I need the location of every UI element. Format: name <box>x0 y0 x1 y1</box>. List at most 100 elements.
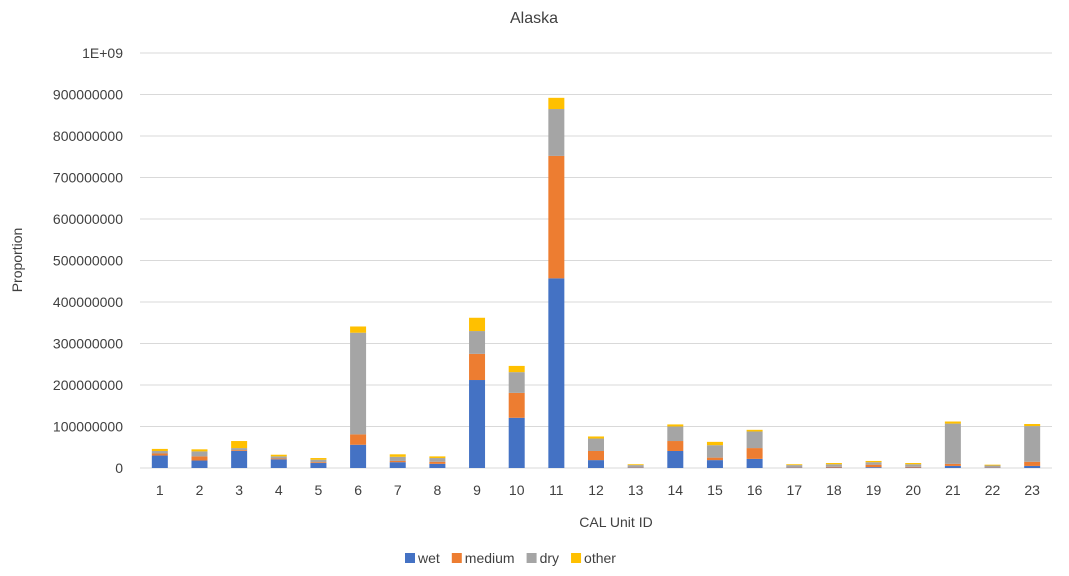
bar-dry-16 <box>746 431 763 449</box>
bar-medium-12 <box>588 450 604 461</box>
bar-other-12 <box>588 436 604 439</box>
bar-medium-20 <box>905 466 922 468</box>
x-tick-label: 19 <box>866 482 882 498</box>
bar-other-22 <box>984 464 1001 466</box>
bar-other-5 <box>310 458 327 460</box>
y-tick-label: 900000000 <box>53 87 123 103</box>
x-tick-label: 4 <box>275 482 283 498</box>
x-axis-ticks: 1 2 3 4 5 6 7 8 9 10 11 12 13 14 15 16 17 18 19 20 21 22 23 <box>156 482 1040 498</box>
bar-medium-18 <box>825 466 842 468</box>
bar-dry-1 <box>151 450 168 454</box>
bar-wet-21 <box>944 465 961 468</box>
bar-wet-14 <box>667 450 684 468</box>
bar-medium-23 <box>1024 461 1041 466</box>
y-tick-label: 700000000 <box>53 170 123 186</box>
bar-wet-4 <box>270 459 287 468</box>
bar-other-4 <box>270 454 287 457</box>
x-tick-label: 8 <box>433 482 441 498</box>
bar-medium-6 <box>350 434 367 445</box>
legend-label-other: other <box>584 550 616 566</box>
bar-dry-23 <box>1024 426 1041 462</box>
legend: wet medium dry other <box>405 550 616 566</box>
y-tick-label: 400000000 <box>53 294 123 310</box>
x-tick-label: 6 <box>354 482 362 498</box>
y-axis-ticks: 0 100000000 200000000 300000000 400000000 500… <box>53 45 123 476</box>
legend-swatch-wet <box>405 553 415 563</box>
bar-dry-9 <box>469 331 486 354</box>
bar-other-7 <box>389 454 406 457</box>
bar-medium-7 <box>389 460 406 463</box>
bar-dry-19 <box>865 462 882 465</box>
bar-wet-5 <box>310 463 327 468</box>
bar-other-6 <box>350 326 367 333</box>
bar-wet-23 <box>1024 465 1041 468</box>
bar-other-1 <box>151 448 168 451</box>
y-axis-label: Proportion <box>9 228 25 293</box>
bar-other-18 <box>825 463 842 465</box>
bar-dry-11 <box>548 109 565 156</box>
y-tick-label: 200000000 <box>53 377 123 393</box>
bar-medium-5 <box>310 462 327 464</box>
bars <box>151 97 1041 468</box>
y-tick-label: 300000000 <box>53 336 123 352</box>
bar-wet-10 <box>508 417 525 468</box>
bar-wet-1 <box>151 455 168 468</box>
bar-wet-9 <box>469 380 486 468</box>
bar-medium-1 <box>151 453 168 456</box>
bar-dry-14 <box>667 426 684 442</box>
bar-dry-4 <box>270 456 287 459</box>
x-tick-label: 15 <box>707 482 723 498</box>
bar-dry-6 <box>350 332 367 435</box>
bar-dry-7 <box>389 456 406 461</box>
bar-other-17 <box>786 464 803 466</box>
bar-other-19 <box>865 460 882 463</box>
y-tick-label: 100000000 <box>53 419 123 435</box>
bar-medium-3 <box>231 450 248 451</box>
bar-other-23 <box>1024 424 1041 427</box>
bar-dry-10 <box>508 372 525 393</box>
bar-medium-9 <box>469 353 486 381</box>
bar-medium-8 <box>429 461 446 464</box>
bar-dry-15 <box>706 445 723 458</box>
y-tick-label: 500000000 <box>53 253 123 269</box>
bar-wet-16 <box>746 458 763 468</box>
bar-other-8 <box>429 456 446 459</box>
bar-dry-12 <box>588 438 604 451</box>
x-tick-label: 11 <box>549 482 564 498</box>
bar-dry-5 <box>310 459 327 463</box>
bar-dry-18 <box>825 464 842 467</box>
bar-medium-2 <box>191 456 208 461</box>
bar-medium-15 <box>706 457 723 461</box>
bar-dry-22 <box>984 465 1001 468</box>
x-tick-label: 1 <box>156 482 164 498</box>
gridlines <box>140 52 1052 469</box>
y-tick-label: 1E+09 <box>82 45 123 61</box>
bar-other-16 <box>746 429 763 432</box>
bar-wet-15 <box>706 460 723 468</box>
x-tick-label: 18 <box>826 482 842 498</box>
x-tick-label: 9 <box>473 482 481 498</box>
legend-swatch-other <box>571 553 582 563</box>
legend-swatch-dry <box>526 553 537 563</box>
bar-other-3 <box>231 441 248 449</box>
y-tick-label: 800000000 <box>53 128 123 144</box>
bar-dry-3 <box>231 448 248 451</box>
x-tick-label: 10 <box>509 482 525 498</box>
bar-other-15 <box>706 441 723 446</box>
x-axis-label: CAL Unit ID <box>579 514 652 530</box>
x-tick-label: 3 <box>235 482 243 498</box>
bar-other-10 <box>508 365 525 373</box>
x-tick-label: 23 <box>1024 482 1040 498</box>
x-tick-label: 12 <box>588 482 604 498</box>
bar-wet-2 <box>191 460 208 468</box>
bar-dry-17 <box>786 465 803 468</box>
bar-dry-2 <box>191 451 208 457</box>
x-tick-label: 22 <box>985 482 1001 498</box>
bar-dry-20 <box>905 464 922 467</box>
bar-other-20 <box>905 463 922 465</box>
bar-medium-11 <box>548 155 565 279</box>
legend-label-medium: medium <box>465 550 515 566</box>
bar-wet-19 <box>865 467 882 468</box>
bar-other-9 <box>469 317 486 332</box>
